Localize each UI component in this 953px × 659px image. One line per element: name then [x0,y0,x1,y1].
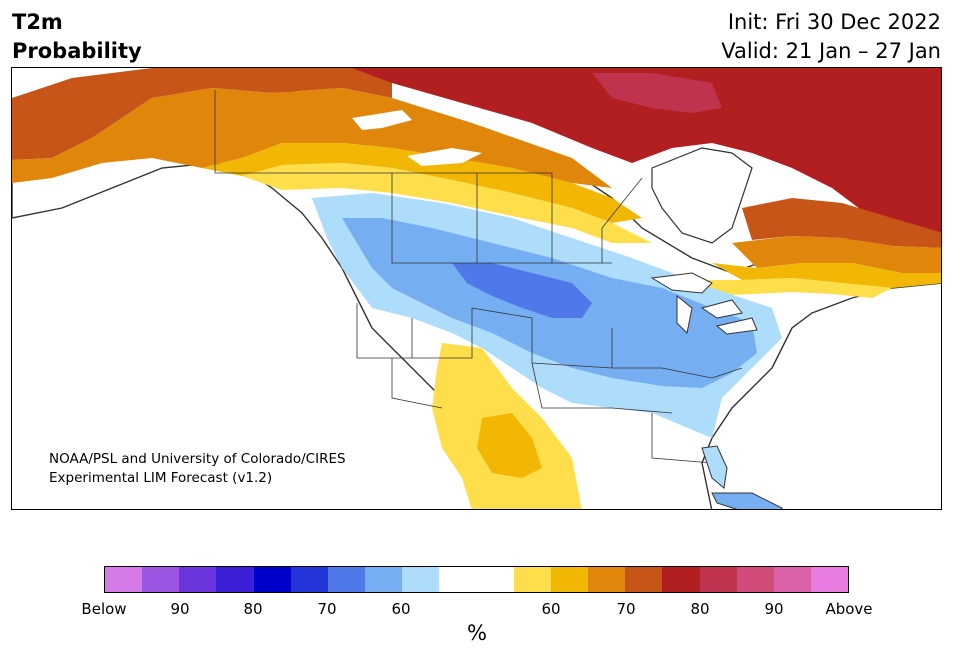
warm-band-yellow-east [712,263,941,288]
warm-band-darkorange-east [732,236,941,273]
title-line-type: Probability [12,39,142,63]
colorbar-segment [327,567,366,592]
colorbar-segment [439,567,477,592]
colorbar-segment [773,567,811,592]
colorbar [104,566,849,593]
colorbar-segment [810,567,849,592]
colorbar-segment [699,567,737,592]
colorbar-segment [105,567,143,592]
colorbar-segment [365,567,403,592]
colorbar-segment [216,567,254,592]
valid-range: Valid: 21 Jan – 27 Jan [721,39,941,63]
warm-band-red-arctic [352,68,941,238]
hudson-bay [651,147,753,244]
cold-band-mediumblue [452,263,592,318]
credit-line-2: Experimental LIM Forecast (v1.2) [49,470,273,486]
arctic-ice-patch [352,110,412,130]
init-date: Init: Fri 30 Dec 2022 [727,10,941,34]
warm-band-orange-east [742,198,941,248]
colorbar-segment [625,567,663,592]
warm-band-orange-north [12,68,392,160]
colorbar-segment [736,567,774,592]
forecast-dates: Init: Fri 30 Dec 2022 Valid: 21 Jan – 27… [721,8,941,66]
colorbar-tick-label: Below [81,600,127,618]
colorbar-tick-label: 80 [243,600,263,618]
colorbar-segment [550,567,589,592]
colorbar-segment [513,567,551,592]
colorbar-segment [402,567,440,592]
credit-text: NOAA/PSL and University of Colorado/CIRE… [49,450,346,488]
credit-line-1: NOAA/PSL and University of Colorado/CIRE… [49,451,346,467]
colorbar-segment [588,567,626,592]
warm-band-yellow-south [477,413,542,478]
florida [701,445,728,489]
warm-band-darkorange-north [12,88,612,188]
warm-band-crimson-arctic [592,73,722,113]
colorbar-segment [290,567,328,592]
political-borders [214,90,743,464]
probability-map [11,67,942,510]
title-line-variable: T2m [12,10,63,34]
warm-band-yellow-north [202,143,642,223]
colorbar-tick-label: 90 [170,600,190,618]
colorbar-segment [476,567,514,592]
arctic-ice-patch [407,148,482,166]
warm-band-lightyellow-east [702,278,892,298]
great-lakes [650,272,758,335]
colorbar-segment [142,567,180,592]
colorbar-unit: % [467,621,487,645]
colorbar-segment [662,567,700,592]
cuba [711,492,783,509]
colorbar-segment [179,567,217,592]
colorbar-tick-label: 80 [690,600,710,618]
warm-band-lightyellow-north [242,163,652,243]
map-title: T2m Probability [12,8,142,66]
colorbar-tick-label: Above [825,600,873,618]
colorbar-tick-label: 90 [764,600,784,618]
colorbar-tick-label: 70 [616,600,636,618]
colorbar-tick-label: 70 [317,600,337,618]
colorbar-segment [253,567,291,592]
colorbar-tick-label: 60 [541,600,561,618]
colorbar-tick-label: 60 [391,600,411,618]
map-canvas [12,68,941,509]
